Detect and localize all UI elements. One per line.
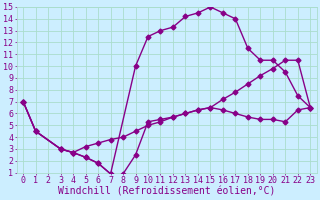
X-axis label: Windchill (Refroidissement éolien,°C): Windchill (Refroidissement éolien,°C) xyxy=(58,187,276,197)
